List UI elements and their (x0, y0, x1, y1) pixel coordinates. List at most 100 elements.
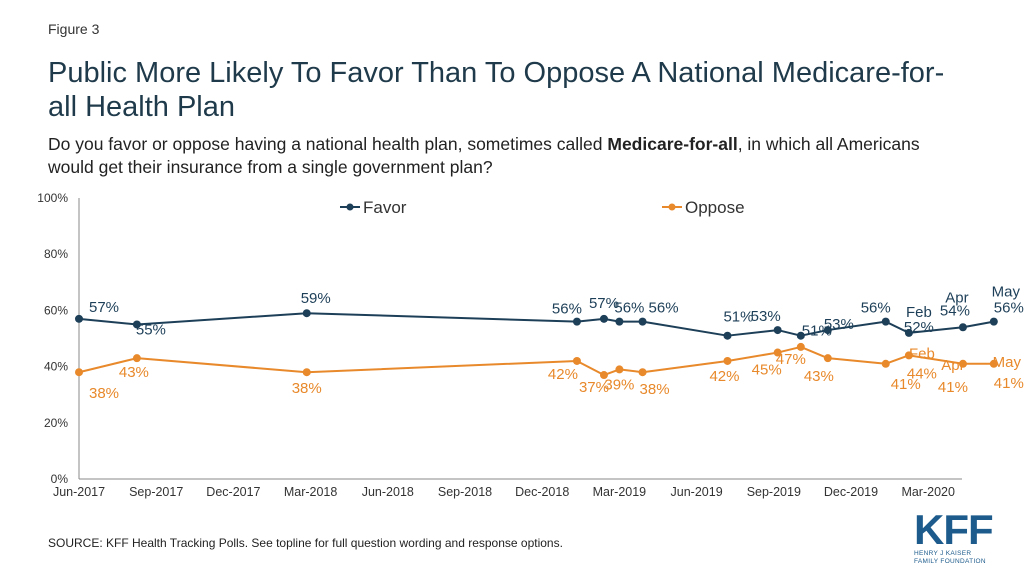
x-tick-label: Jun-2017 (53, 485, 105, 499)
data-label-oppose: 43% (804, 368, 834, 385)
data-point-oppose (723, 356, 732, 365)
data-label-favor: 56% (994, 300, 1024, 317)
kff-logo: KFF HENRY J KAISER FAMILY FOUNDATION (914, 506, 994, 566)
x-tick-label: Mar-2020 (901, 485, 955, 499)
legend-marker-oppose (668, 203, 676, 211)
y-tick-label: 80% (44, 247, 68, 261)
data-point-favor (132, 320, 141, 329)
data-label-favor: 55% (136, 321, 166, 338)
data-label-oppose: 43% (119, 364, 149, 381)
data-label-oppose: 41% (938, 379, 968, 396)
x-tick-label: Jun-2018 (362, 485, 414, 499)
data-point-oppose (75, 368, 83, 377)
month-label-favor: May (992, 284, 1021, 301)
data-point-favor (796, 331, 805, 340)
series-line-favor (78, 312, 994, 337)
data-point-favor (823, 326, 832, 335)
subtitle-bold-term: Medicare-for-all (607, 134, 738, 154)
y-tick-label: 40% (44, 360, 68, 374)
kff-logo-mark: KFF (914, 506, 994, 553)
data-point-oppose (881, 359, 890, 368)
data-point-oppose (302, 368, 311, 377)
kff-logo-line2: FAMILY FOUNDATION (914, 558, 986, 565)
data-label-favor: 56% (614, 300, 644, 317)
data-label-oppose: 38% (292, 380, 322, 397)
data-label-favor: 56% (861, 300, 891, 317)
data-point-oppose (572, 356, 581, 365)
kff-logo-line1: HENRY J KAISER (914, 550, 972, 557)
data-label-favor: 56% (552, 301, 582, 318)
month-label-favor: Apr (945, 289, 968, 306)
data-point-favor (615, 317, 624, 326)
data-point-favor (75, 314, 83, 323)
subtitle-text-start: Do you favor or oppose having a national… (48, 134, 608, 154)
y-tick-label: 0% (51, 472, 69, 486)
data-label-oppose: 42% (709, 368, 739, 385)
data-point-oppose (615, 365, 624, 374)
month-label-oppose: Apr (941, 357, 964, 374)
source-note: SOURCE: KFF Health Tracking Polls. See t… (48, 536, 563, 550)
x-tick-label: Jun-2019 (671, 485, 723, 499)
data-label-oppose: 41% (891, 376, 921, 393)
data-label-oppose: 38% (640, 381, 670, 398)
data-point-favor (958, 323, 967, 332)
data-point-oppose (904, 351, 913, 360)
data-point-favor (723, 331, 732, 340)
data-label-favor: 51% (723, 309, 753, 326)
data-label-oppose: 39% (604, 376, 634, 393)
data-label-oppose: 47% (776, 351, 806, 368)
legend-label-favor: Favor (363, 198, 407, 217)
data-point-oppose (989, 359, 998, 368)
data-point-oppose (132, 354, 141, 363)
data-point-favor (638, 317, 647, 326)
data-label-favor: 51% (802, 323, 832, 340)
chart-title: Public More Likely To Favor Than To Oppo… (48, 57, 945, 123)
x-tick-label: Sep-2019 (747, 485, 801, 499)
y-tick-label: 100% (37, 191, 68, 205)
data-point-favor (881, 317, 890, 326)
data-point-favor (904, 328, 913, 337)
data-point-oppose (638, 368, 647, 377)
data-label-favor: 57% (89, 299, 119, 316)
data-label-favor: 57% (589, 295, 619, 312)
data-label-oppose: 45% (752, 362, 782, 379)
x-tick-label: Mar-2018 (284, 485, 338, 499)
x-tick-label: Sep-2017 (129, 485, 183, 499)
data-label-oppose: 44% (907, 365, 937, 382)
y-tick-label: 20% (44, 416, 68, 430)
data-point-favor (599, 314, 608, 323)
series-line-oppose (78, 345, 994, 377)
data-label-oppose: 38% (89, 385, 119, 402)
x-tick-label: Sep-2018 (438, 485, 492, 499)
data-point-oppose (773, 348, 782, 357)
y-tick-label: 60% (44, 303, 68, 317)
data-point-oppose (796, 342, 805, 351)
x-tick-label: Dec-2018 (515, 485, 569, 499)
x-tick-label: Dec-2017 (206, 485, 260, 499)
x-tick-label: Mar-2019 (593, 485, 647, 499)
data-point-oppose (823, 354, 832, 363)
subtitle-text-end: , in which all Americans would get their… (48, 134, 920, 177)
figure-label: Figure 3 (48, 21, 100, 37)
data-label-favor: 53% (824, 316, 854, 333)
data-point-oppose (599, 371, 608, 380)
x-tick-label: Dec-2019 (824, 485, 878, 499)
data-label-favor: 56% (649, 300, 679, 317)
data-point-favor (773, 326, 782, 335)
month-label-favor: Feb (906, 304, 932, 321)
data-label-favor: 53% (751, 308, 781, 325)
legend-label-oppose: Oppose (685, 198, 745, 217)
data-label-favor: 59% (301, 290, 331, 307)
month-label-oppose: May (993, 354, 1022, 371)
data-point-favor (572, 317, 581, 326)
month-label-oppose: Feb (909, 345, 935, 362)
data-point-favor (989, 317, 998, 326)
data-label-oppose: 37% (579, 379, 609, 396)
data-label-favor: 52% (904, 319, 934, 336)
data-label-oppose: 42% (548, 366, 578, 383)
data-label-oppose: 41% (994, 375, 1024, 392)
data-point-oppose (958, 359, 967, 368)
data-point-favor (302, 309, 311, 318)
data-label-favor: 54% (940, 302, 970, 319)
